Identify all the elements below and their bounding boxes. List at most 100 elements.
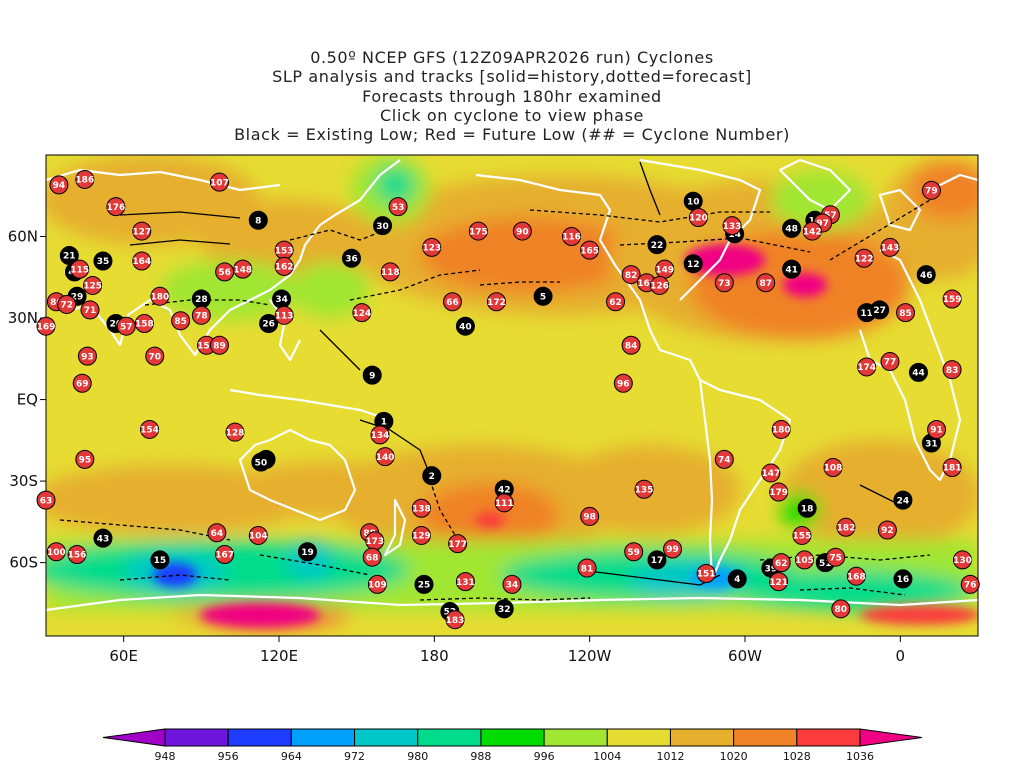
cyclone-marker-81[interactable]: 81 xyxy=(577,558,597,578)
cyclone-marker-177[interactable]: 177 xyxy=(448,534,468,554)
cyclone-marker-circle[interactable] xyxy=(580,240,600,260)
cyclone-marker-50[interactable]: 50 xyxy=(251,452,271,472)
cyclone-marker-circle[interactable] xyxy=(448,534,468,554)
cyclone-marker-circle[interactable] xyxy=(134,313,154,333)
cyclone-marker-circle[interactable] xyxy=(150,286,170,306)
cyclone-marker-circle[interactable] xyxy=(688,208,708,228)
cyclone-marker-107[interactable]: 107 xyxy=(209,172,229,192)
cyclone-marker-circle[interactable] xyxy=(782,259,802,279)
cyclone-marker-circle[interactable] xyxy=(795,550,815,570)
cyclone-marker-circle[interactable] xyxy=(921,180,941,200)
cyclone-marker-64[interactable]: 64 xyxy=(207,523,227,543)
cyclone-marker-circle[interactable] xyxy=(75,169,95,189)
cyclone-marker-68[interactable]: 68 xyxy=(362,547,382,567)
cyclone-marker-93[interactable]: 93 xyxy=(77,346,97,366)
cyclone-marker-95[interactable]: 95 xyxy=(75,449,95,469)
cyclone-marker-circle[interactable] xyxy=(414,574,434,594)
cyclone-marker-circle[interactable] xyxy=(942,289,962,309)
cyclone-marker-circle[interactable] xyxy=(696,563,716,583)
cyclone-marker-74[interactable]: 74 xyxy=(714,449,734,469)
cyclone-marker-circle[interactable] xyxy=(952,550,972,570)
cyclone-marker-123[interactable]: 123 xyxy=(422,237,442,257)
cyclone-marker-circle[interactable] xyxy=(380,262,400,282)
cyclone-marker-96[interactable]: 96 xyxy=(613,373,633,393)
cyclone-marker-90[interactable]: 90 xyxy=(512,221,532,241)
cyclone-marker-circle[interactable] xyxy=(792,525,812,545)
cyclone-marker-16[interactable]: 16 xyxy=(893,569,913,589)
cyclone-marker-circle[interactable] xyxy=(248,525,268,545)
cyclone-marker-circle[interactable] xyxy=(502,574,522,594)
cyclone-marker-62[interactable]: 62 xyxy=(606,292,626,312)
cyclone-marker-85b[interactable]: 85 xyxy=(896,303,916,323)
cyclone-marker-circle[interactable] xyxy=(259,313,279,333)
cyclone-marker-circle[interactable] xyxy=(274,305,294,325)
cyclone-marker-158[interactable]: 158 xyxy=(134,313,154,333)
cyclone-marker-circle[interactable] xyxy=(769,482,789,502)
cyclone-marker-66[interactable]: 66 xyxy=(442,292,462,312)
cyclone-marker-circle[interactable] xyxy=(942,458,962,478)
cyclone-marker-100[interactable]: 100 xyxy=(46,542,66,562)
cyclone-marker-43[interactable]: 43 xyxy=(93,528,113,548)
cyclone-marker-circle[interactable] xyxy=(512,221,532,241)
cyclone-marker-12[interactable]: 12 xyxy=(683,254,703,274)
cyclone-marker-circle[interactable] xyxy=(880,237,900,257)
cyclone-marker-circle[interactable] xyxy=(411,525,431,545)
cyclone-marker-80[interactable]: 80 xyxy=(831,599,851,619)
cyclone-marker-circle[interactable] xyxy=(927,419,947,439)
cyclone-marker-circle[interactable] xyxy=(191,305,211,325)
cyclone-marker-circle[interactable] xyxy=(46,542,66,562)
cyclone-marker-159[interactable]: 159 xyxy=(942,289,962,309)
cyclone-marker-128[interactable]: 128 xyxy=(225,422,245,442)
cyclone-marker-circle[interactable] xyxy=(782,218,802,238)
cyclone-marker-113[interactable]: 113 xyxy=(274,305,294,325)
cyclone-marker-179[interactable]: 179 xyxy=(769,482,789,502)
cyclone-marker-169[interactable]: 169 xyxy=(36,316,56,336)
cyclone-marker-circle[interactable] xyxy=(422,237,442,257)
cyclone-marker-circle[interactable] xyxy=(823,458,843,478)
cyclone-marker-circle[interactable] xyxy=(769,572,789,592)
cyclone-marker-circle[interactable] xyxy=(650,275,670,295)
cyclone-marker-circle[interactable] xyxy=(106,197,126,217)
cyclone-marker-circle[interactable] xyxy=(36,490,56,510)
cyclone-marker-circle[interactable] xyxy=(215,262,235,282)
cyclone-marker-26[interactable]: 26 xyxy=(259,313,279,333)
cyclone-marker-92[interactable]: 92 xyxy=(877,520,897,540)
cyclone-marker-circle[interactable] xyxy=(370,425,390,445)
cyclone-marker-2[interactable]: 2 xyxy=(422,466,442,486)
cyclone-marker-131[interactable]: 131 xyxy=(455,572,475,592)
cyclone-marker-circle[interactable] xyxy=(362,547,382,567)
cyclone-marker-79[interactable]: 79 xyxy=(921,180,941,200)
cyclone-marker-41[interactable]: 41 xyxy=(782,259,802,279)
cyclone-marker-circle[interactable] xyxy=(621,335,641,355)
cyclone-marker-71[interactable]: 71 xyxy=(80,300,100,320)
cyclone-marker-circle[interactable] xyxy=(72,373,92,393)
cyclone-marker-34b[interactable]: 34 xyxy=(502,574,522,594)
cyclone-marker-circle[interactable] xyxy=(634,479,654,499)
cyclone-marker-135[interactable]: 135 xyxy=(634,479,654,499)
cyclone-marker-circle[interactable] xyxy=(367,574,387,594)
cyclone-marker-151[interactable]: 151 xyxy=(696,563,716,583)
cyclone-marker-circle[interactable] xyxy=(727,569,747,589)
cyclone-marker-134[interactable]: 134 xyxy=(370,425,390,445)
cyclone-marker-165[interactable]: 165 xyxy=(580,240,600,260)
cyclone-marker-circle[interactable] xyxy=(77,346,97,366)
cyclone-marker-17[interactable]: 17 xyxy=(647,550,667,570)
cyclone-marker-174[interactable]: 174 xyxy=(857,357,877,377)
cyclone-marker-circle[interactable] xyxy=(145,346,165,366)
cyclone-marker-91[interactable]: 91 xyxy=(927,419,947,439)
cyclone-marker-circle[interactable] xyxy=(606,292,626,312)
cyclone-marker-186[interactable]: 186 xyxy=(75,169,95,189)
cyclone-marker-9[interactable]: 9 xyxy=(362,365,382,385)
cyclone-marker-circle[interactable] xyxy=(854,248,874,268)
cyclone-marker-circle[interactable] xyxy=(388,197,408,217)
cyclone-marker-25[interactable]: 25 xyxy=(414,574,434,594)
cyclone-marker-156[interactable]: 156 xyxy=(67,544,87,564)
cyclone-markers[interactable]: 1234589101112131415161718192021222425262… xyxy=(36,169,980,630)
cyclone-marker-133[interactable]: 133 xyxy=(722,216,742,236)
cyclone-marker-62b[interactable]: 62 xyxy=(771,553,791,573)
cyclone-marker-circle[interactable] xyxy=(714,449,734,469)
cyclone-marker-8[interactable]: 8 xyxy=(248,210,268,230)
cyclone-marker-4[interactable]: 4 xyxy=(727,569,747,589)
cyclone-marker-130[interactable]: 130 xyxy=(952,550,972,570)
